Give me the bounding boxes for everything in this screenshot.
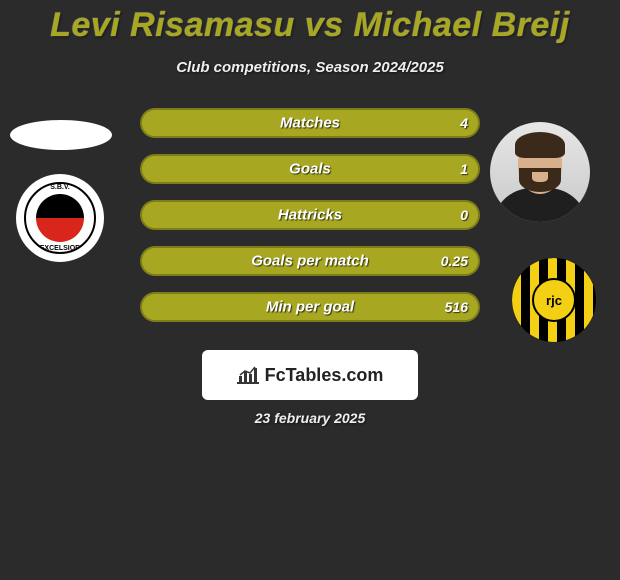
stat-value-right: 4 [460,115,468,131]
stat-value-right: 1 [460,161,468,177]
player-mouth-area [532,172,548,182]
comparison-card: Levi Risamasu vs Michael Breij Club comp… [0,0,620,580]
club-right-badge: rjc [512,258,596,342]
stat-value-right: 516 [445,299,468,315]
club-left-badge: S.B.V. EXCELSIOR [16,174,104,262]
roda-disc: rjc [532,278,576,322]
source-logo: FcTables.com [202,350,418,400]
stat-value-right: 0 [460,207,468,223]
stat-row-mpg: Min per goal 516 [140,292,480,322]
player-left-avatar-placeholder [10,120,112,150]
subtitle: Club competitions, Season 2024/2025 [0,59,620,76]
source-logo-text: FcTables.com [265,365,384,386]
stat-bars: Matches 4 Goals 1 Hattricks 0 Goals per match 0… [140,108,480,338]
player-hair [515,132,565,158]
excelsior-bottom-text: EXCELSIOR [26,245,94,252]
stat-row-gpm: Goals per match 0.25 [140,246,480,276]
stat-row-hattricks: Hattricks 0 [140,200,480,230]
excelsior-badge: S.B.V. EXCELSIOR [24,182,96,254]
player-right-avatar [490,122,590,222]
page-title: Levi Risamasu vs Michael Breij [0,0,620,45]
excelsior-top-text: S.B.V. [26,184,94,191]
excelsior-bottom-half [36,218,84,242]
roda-disc-text: rjc [546,293,562,308]
stat-label: Goals per match [251,253,369,270]
stat-label: Matches [280,115,340,132]
player-right-graphic [490,122,590,222]
date-label: 23 february 2025 [255,410,366,426]
stat-value-right: 0.25 [441,253,468,269]
excelsior-inner [36,194,84,242]
chart-icon [237,366,259,384]
stat-label: Min per goal [266,299,354,316]
stat-label: Hattricks [278,207,342,224]
stat-label: Goals [289,161,331,178]
excelsior-top-half [36,194,84,218]
stat-row-matches: Matches 4 [140,108,480,138]
stat-row-goals: Goals 1 [140,154,480,184]
